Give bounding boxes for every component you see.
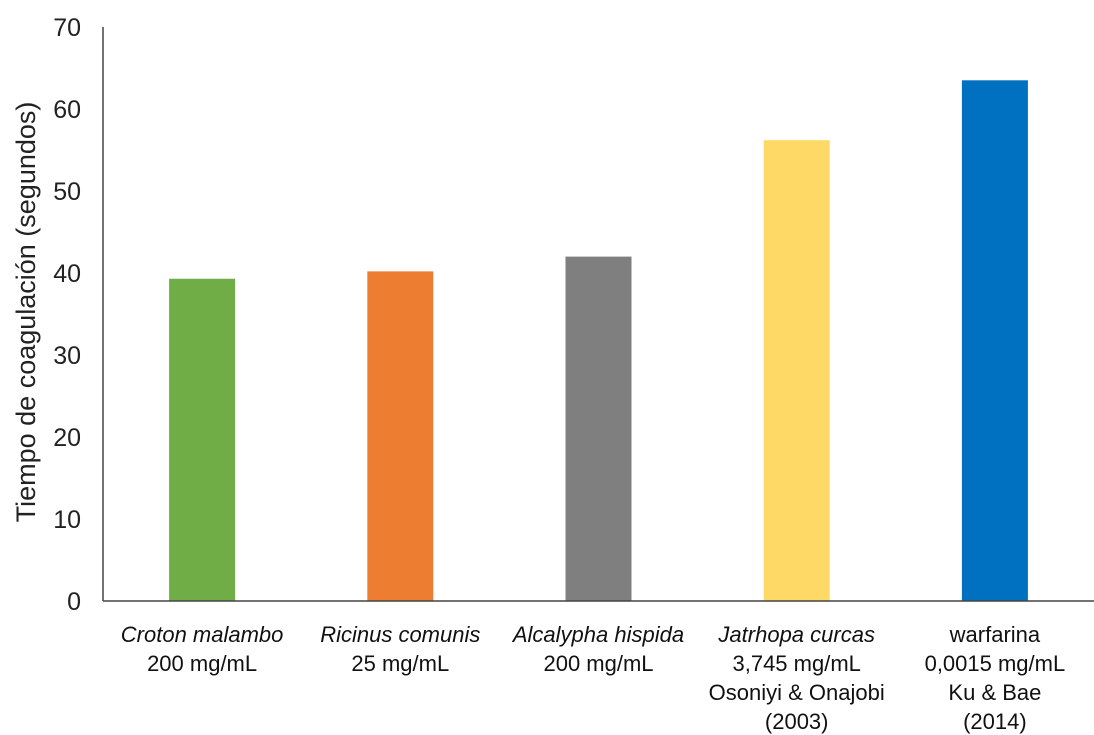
x-category-label: Alcalypha hispida 200 mg/mL: [511, 622, 684, 676]
x-category-label-line: Ricinus comunis: [320, 622, 480, 647]
y-tick-label: 40: [53, 260, 81, 288]
bar: [169, 278, 236, 601]
x-category-label: Jatrhopa curcas 3,745 mg/mL Osoniyi & Onaj…: [709, 622, 885, 734]
bar: [961, 80, 1028, 602]
x-category-label-line: Ku & Bae: [948, 680, 1041, 705]
y-tick-label: 20: [53, 424, 81, 452]
x-axis-labels: Croton malambo 200 mg/mL Ricinus comunis 25…: [121, 622, 1065, 734]
x-category-label-line: 0,0015 mg/mL: [925, 651, 1066, 676]
x-category-label-line: 25 mg/mL: [351, 651, 449, 676]
y-axis-title: Tiempo de coagulación (segundos): [11, 102, 41, 523]
y-axis-ticks: 0 10 20 30 40 50 60 70: [53, 14, 81, 616]
x-category-label-line: warfarina: [949, 622, 1041, 647]
y-tick-label: 50: [53, 178, 81, 206]
x-category-label-line: 200 mg/mL: [147, 651, 257, 676]
y-tick-label: 30: [53, 342, 81, 370]
y-tick-label: 0: [67, 588, 81, 616]
x-category-label-line: Croton malambo: [121, 622, 284, 647]
bar: [367, 271, 434, 601]
y-tick-label: 10: [53, 506, 81, 534]
x-category-label-line: 200 mg/mL: [543, 651, 653, 676]
x-category-label-line: Jatrhopa curcas: [717, 622, 875, 647]
x-category-label: Ricinus comunis 25 mg/mL: [320, 622, 480, 676]
bar: [565, 256, 632, 601]
x-category-label-line: 3,745 mg/mL: [732, 651, 860, 676]
x-category-label-line: Alcalypha hispida: [511, 622, 684, 647]
x-category-label-line: (2014): [963, 709, 1027, 734]
y-tick-label: 70: [53, 14, 81, 42]
x-category-label-line: Osoniyi & Onajobi: [709, 680, 885, 705]
bar: [763, 140, 830, 601]
x-category-label: Croton malambo 200 mg/mL: [121, 622, 284, 676]
x-category-label: warfarina 0,0015 mg/mL Ku & Bae (2014): [925, 622, 1066, 734]
x-category-label-line: (2003): [765, 709, 829, 734]
bars: [169, 80, 1028, 602]
y-tick-label: 60: [53, 96, 81, 124]
